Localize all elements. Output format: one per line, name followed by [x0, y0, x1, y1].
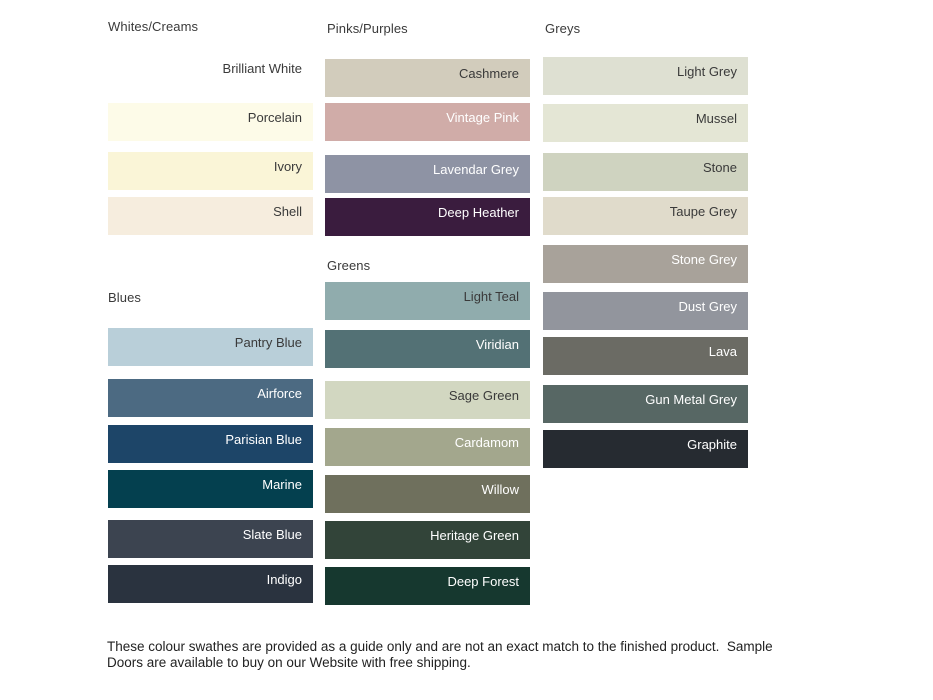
group-title-greys: Greys — [545, 21, 581, 36]
swatch-slate-blue: Slate Blue — [108, 520, 313, 558]
swatch-brilliant-white: Brilliant White — [108, 54, 313, 92]
swatch-vintage-pink: Vintage Pink — [325, 103, 530, 141]
swatch-label: Stone Grey — [671, 252, 737, 267]
swatch-cashmere: Cashmere — [325, 59, 530, 97]
swatch-label: Stone — [703, 160, 737, 175]
swatch-label: Deep Forest — [447, 574, 519, 589]
swatch-label: Parisian Blue — [225, 432, 302, 447]
group-title-whites-creams: Whites/Creams — [108, 19, 199, 34]
disclaimer-line-1: These colour swathes are provided as a g… — [107, 639, 773, 654]
swatch-lava: Lava — [543, 337, 748, 375]
swatch-airforce: Airforce — [108, 379, 313, 417]
swatch-cardamom: Cardamom — [325, 428, 530, 466]
swatch-label: Indigo — [266, 572, 302, 587]
swatch-sage-green: Sage Green — [325, 381, 530, 419]
swatch-label: Cardamom — [454, 435, 519, 450]
swatch-heritage-green: Heritage Green — [325, 521, 530, 559]
swatch-willow: Willow — [325, 475, 530, 513]
swatch-label: Sage Green — [448, 388, 519, 403]
swatch-label: Dust Grey — [678, 299, 737, 314]
swatch-label: Airforce — [257, 386, 302, 401]
swatch-label: Light Teal — [463, 289, 519, 304]
group-title-pinks-purples: Pinks/Purples — [327, 21, 408, 36]
swatch-deep-heather: Deep Heather — [325, 198, 530, 236]
swatch-label: Shell — [273, 204, 302, 219]
swatch-label: Heritage Green — [430, 528, 519, 543]
swatch-pantry-blue: Pantry Blue — [108, 328, 313, 366]
swatch-label: Taupe Grey — [669, 204, 737, 219]
swatch-parisian-blue: Parisian Blue — [108, 425, 313, 463]
swatch-label: Graphite — [687, 437, 737, 452]
swatch-label: Light Grey — [677, 64, 737, 79]
swatch-taupe-grey: Taupe Grey — [543, 197, 748, 235]
swatch-lavendar-grey: Lavendar Grey — [325, 155, 530, 193]
swatch-label: Pantry Blue — [234, 335, 302, 350]
disclaimer-line-2: Doors are available to buy on our Websit… — [107, 655, 471, 670]
swatch-shell: Shell — [108, 197, 313, 235]
swatch-label: Lava — [708, 344, 737, 359]
swatch-light-teal: Light Teal — [325, 282, 530, 320]
swatch-stone-grey: Stone Grey — [543, 245, 748, 283]
swatch-stone: Stone — [543, 153, 748, 191]
swatch-dust-grey: Dust Grey — [543, 292, 748, 330]
swatch-label: Marine — [262, 477, 302, 492]
swatch-label: Mussel — [695, 111, 737, 126]
swatch-label: Slate Blue — [242, 527, 302, 542]
disclaimer-note: These colour swathes are provided as a g… — [107, 639, 867, 671]
swatch-label: Vintage Pink — [446, 110, 519, 125]
swatch-label: Willow — [481, 482, 519, 497]
swatch-deep-forest: Deep Forest — [325, 567, 530, 605]
swatch-label: Cashmere — [459, 66, 519, 81]
group-title-greens: Greens — [327, 258, 371, 273]
swatch-viridian: Viridian — [325, 330, 530, 368]
swatch-label: Brilliant White — [222, 61, 302, 76]
swatch-graphite: Graphite — [543, 430, 748, 468]
swatch-label: Gun Metal Grey — [645, 392, 737, 407]
swatch-label: Lavendar Grey — [433, 162, 519, 177]
swatch-porcelain: Porcelain — [108, 103, 313, 141]
swatch-mussel: Mussel — [543, 104, 748, 142]
swatch-light-grey: Light Grey — [543, 57, 748, 95]
swatch-label: Ivory — [273, 159, 302, 174]
swatch-label: Viridian — [475, 337, 519, 352]
swatch-gun-metal-grey: Gun Metal Grey — [543, 385, 748, 423]
swatch-label: Porcelain — [247, 110, 302, 125]
swatch-indigo: Indigo — [108, 565, 313, 603]
group-title-blues: Blues — [108, 290, 142, 305]
swatch-ivory: Ivory — [108, 152, 313, 190]
swatch-label: Deep Heather — [438, 205, 519, 220]
swatch-marine: Marine — [108, 470, 313, 508]
